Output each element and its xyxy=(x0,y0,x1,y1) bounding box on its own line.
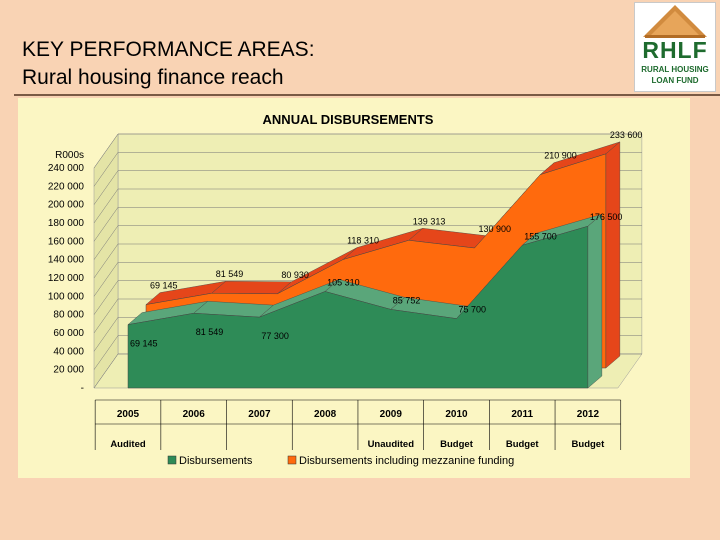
y-tick-label: 120 000 xyxy=(48,273,85,284)
y-tick-label: 220 000 xyxy=(48,181,85,192)
data-label-orange: 80 930 xyxy=(281,270,309,280)
data-label-orange: 130 900 xyxy=(479,224,512,234)
x-tick-label: 2011 xyxy=(511,409,533,420)
data-label-orange: 69 145 xyxy=(150,281,178,291)
y-tick-label: 180 000 xyxy=(48,218,85,229)
series-green-area-end xyxy=(587,213,603,389)
logo-line1: RURAL HOUSING xyxy=(641,65,709,74)
x-tick-label: 2009 xyxy=(380,409,403,420)
y-tick-label: 200 000 xyxy=(48,200,85,211)
gridline xyxy=(93,152,642,187)
chart-title: ANNUAL DISBURSEMENTS xyxy=(263,112,434,127)
y-tick-label: 240 000 xyxy=(48,163,85,174)
x-status-label: Audited xyxy=(110,439,146,450)
data-label-green: 81 549 xyxy=(196,327,224,337)
gridline xyxy=(93,133,642,169)
x-status-label: Budget xyxy=(506,439,540,450)
rhlf-logo: RHLF RURAL HOUSING LOAN FUND xyxy=(634,2,716,92)
y-tick-label: 80 000 xyxy=(53,310,84,321)
logo-line2: LOAN FUND xyxy=(651,76,699,85)
x-tick-label: 2012 xyxy=(577,409,600,420)
y-tick-label: 160 000 xyxy=(48,236,85,247)
y-axis-label: R000s xyxy=(55,150,84,161)
data-label-green: 176 500 xyxy=(590,212,623,222)
legend-swatch-orange xyxy=(287,455,297,465)
x-tick-label: 2008 xyxy=(314,409,337,420)
x-status-label: Unaudited xyxy=(368,439,415,450)
gridline xyxy=(93,188,642,224)
data-label-orange: 210 900 xyxy=(544,151,577,161)
gridline xyxy=(93,207,642,242)
series-orange-area-end xyxy=(605,141,621,369)
gridline xyxy=(93,170,642,205)
slide-title: KEY PERFORMANCE AREAS: xyxy=(22,38,315,61)
x-status-label: Budget xyxy=(572,439,606,450)
roof-icon xyxy=(643,5,707,38)
chart-container: ANNUAL DISBURSEMENTS - 20 000 40 000 60 000 8… xyxy=(18,98,690,478)
y-tick-label: 60 000 xyxy=(53,328,84,339)
data-label-orange: 233 600 xyxy=(610,130,643,140)
data-label-green: 85 752 xyxy=(393,295,421,305)
data-label-green: 77 300 xyxy=(261,331,289,341)
data-label-green: 69 145 xyxy=(130,339,158,349)
y-tick-label: 40 000 xyxy=(53,346,84,357)
gridline xyxy=(93,225,642,260)
x-tick-label: 2007 xyxy=(248,409,271,420)
data-label-orange: 118 310 xyxy=(347,236,379,246)
annual-disbursements-chart: ANNUAL DISBURSEMENTS - 20 000 40 000 60 000 8… xyxy=(18,98,690,478)
y-tick-label: 100 000 xyxy=(48,291,85,302)
x-tick-label: 2005 xyxy=(117,409,140,420)
y-tick-label: 20 000 xyxy=(53,365,84,376)
legend-label-orange: Disbursements including mezzanine fundin… xyxy=(299,455,514,467)
y-tick-label: - xyxy=(81,383,84,394)
x-tick-label: 2010 xyxy=(445,409,468,420)
logo-main-text: RHLF xyxy=(642,37,708,63)
legend-label-green: Disbursements xyxy=(179,455,253,467)
x-tick-label: 2006 xyxy=(183,409,206,420)
data-label-green: 75 700 xyxy=(459,305,487,315)
data-label-green: 105 310 xyxy=(327,277,360,287)
title-rule xyxy=(14,94,720,96)
data-label-orange: 81 549 xyxy=(216,269,244,279)
data-label-orange: 139 313 xyxy=(413,216,446,226)
data-label-green: 155 700 xyxy=(524,231,557,241)
legend-swatch-green xyxy=(167,455,177,465)
y-tick-label: 140 000 xyxy=(48,255,85,266)
slide-subtitle: Rural housing finance reach xyxy=(22,66,284,89)
x-status-label: Budget xyxy=(440,439,474,450)
